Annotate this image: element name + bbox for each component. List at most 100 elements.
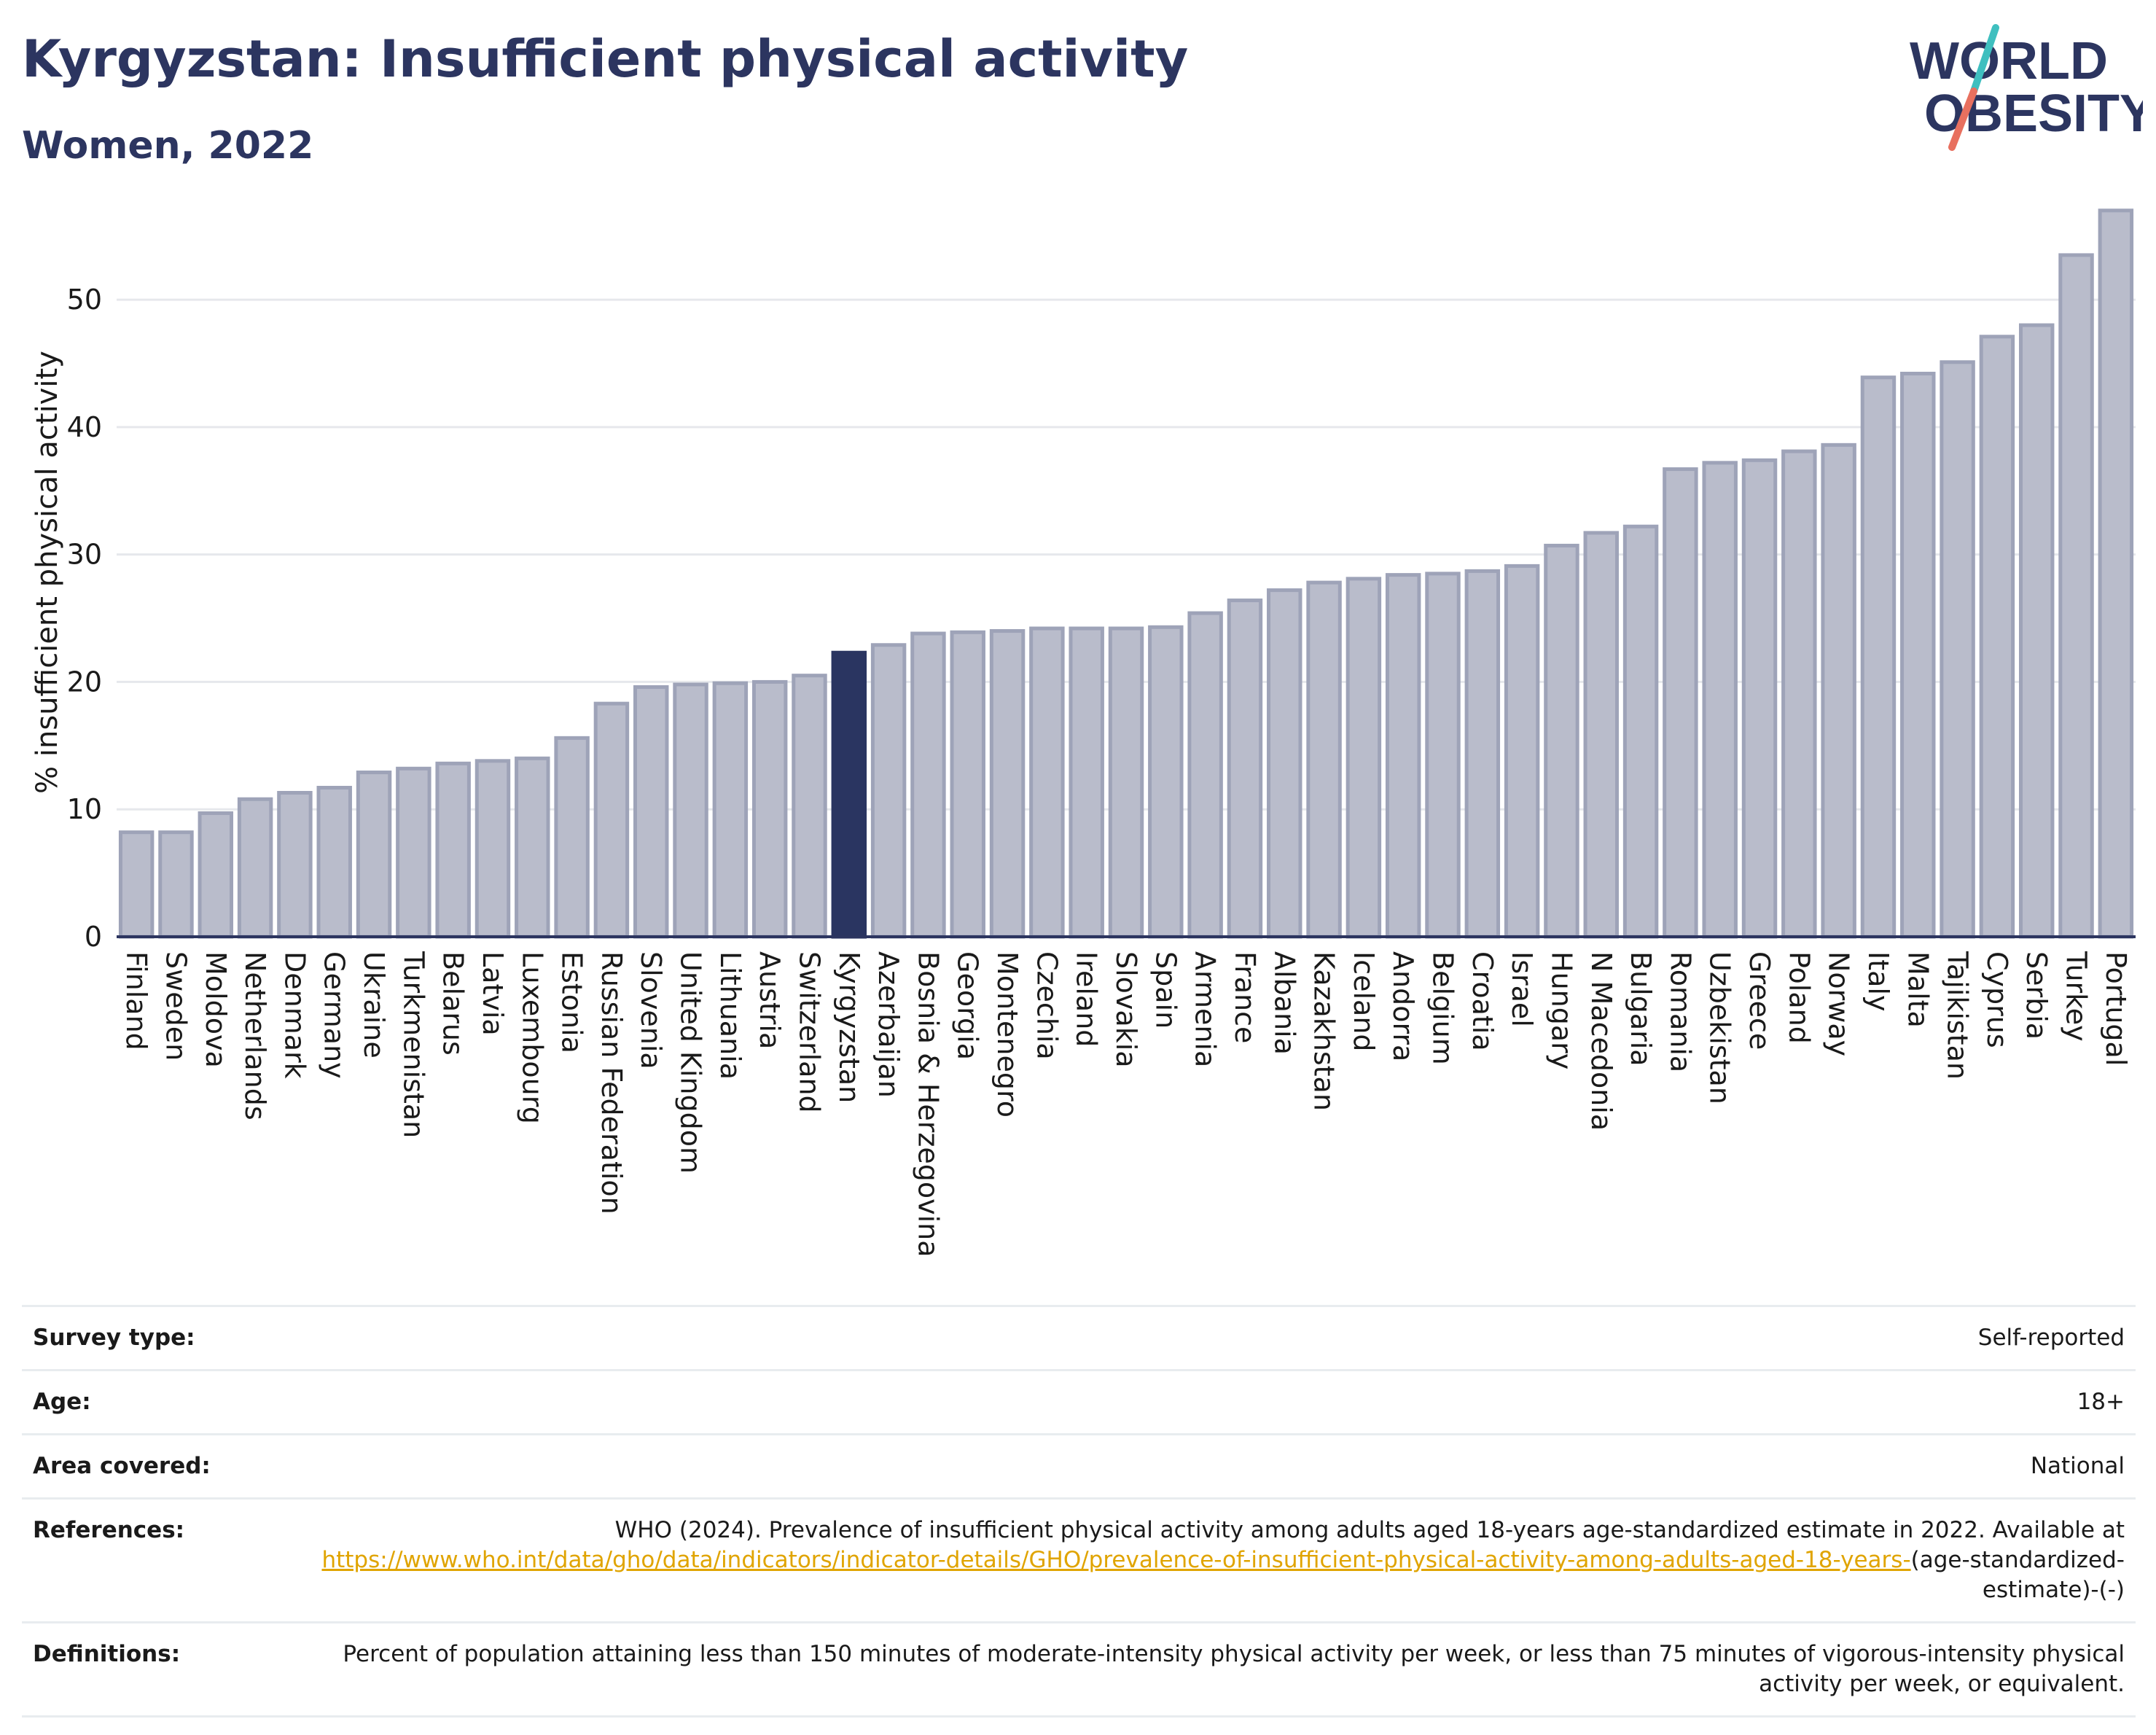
bar	[515, 756, 550, 939]
bar	[554, 736, 590, 939]
bar	[673, 682, 708, 939]
x-tick-label: Malta	[1902, 951, 1934, 1028]
bar	[593, 701, 630, 939]
bar	[237, 797, 273, 939]
x-tick-label: Hungary	[1545, 951, 1577, 1069]
x-tick-label: Belgium	[1427, 951, 1459, 1065]
x-tick-label: Denmark	[278, 951, 310, 1079]
x-tick-label: Luxembourg	[516, 951, 548, 1124]
meta-label: Definitions:	[33, 1641, 181, 1667]
x-tick-label: Latvia	[477, 951, 509, 1036]
bar	[1029, 626, 1065, 939]
bar-chart: 0 10 20 30 40 50 Finland Sweden Moldova Netherlan…	[31, 208, 2136, 1258]
bar	[1069, 626, 1104, 939]
bar	[831, 650, 867, 939]
meta-row-survey-type: Survey type: Self-reported	[22, 1305, 2136, 1369]
meta-row-definitions: Definitions: Percent of population attai…	[22, 1621, 2136, 1718]
y-tick-label: 10	[67, 793, 102, 825]
x-tick-label: Georgia	[952, 951, 984, 1060]
bar	[1425, 572, 1461, 939]
bars	[118, 208, 2134, 939]
x-tick-label: Germany	[319, 951, 351, 1079]
x-tick-label: Austria	[754, 951, 786, 1049]
bar	[1781, 449, 1817, 939]
x-tick-label: Poland	[1783, 951, 1815, 1044]
x-tick-label: Romania	[1664, 951, 1696, 1072]
bar	[1187, 611, 1223, 939]
x-tick-label: Finland	[120, 951, 152, 1050]
bar	[2018, 323, 2055, 939]
bar	[1622, 524, 1659, 939]
y-tick-label: 40	[67, 411, 102, 443]
x-tick-label: Estonia	[556, 951, 588, 1053]
x-tick-label: Bosnia & Herzegovina	[912, 951, 944, 1258]
x-tick-label: Serbia	[2020, 951, 2053, 1040]
bar	[435, 761, 471, 939]
references-value: WHO (2024). Prevalence of insufficient p…	[302, 1516, 2125, 1605]
x-tick-label: Greece	[1743, 951, 1776, 1050]
bar	[989, 629, 1026, 939]
x-tick-label: Ireland	[1071, 951, 1103, 1047]
x-tick-label: Andorra	[1387, 951, 1419, 1061]
axes: 0 10 20 30 40 50 Finland Sweden Moldova Netherlan…	[67, 284, 2136, 1258]
x-tick-label: Slovakia	[1110, 951, 1142, 1068]
x-tick-label: Kazakhstan	[1308, 951, 1340, 1111]
y-axis-label: % insufficient physical activity	[31, 351, 64, 794]
bar	[316, 786, 352, 939]
bar	[1741, 458, 1778, 939]
bar	[1464, 569, 1501, 939]
meta-label: References:	[33, 1517, 185, 1543]
references-link[interactable]: https://www.who.int/data/gho/data/indica…	[321, 1547, 1911, 1573]
metadata-table: Survey type: Self-reported Age: 18+ Area…	[22, 1305, 2136, 1718]
x-tick-label: Russian Federation	[595, 951, 628, 1214]
x-tick-label: Croatia	[1466, 951, 1499, 1051]
bar	[1702, 461, 1738, 939]
x-tick-label: Uzbekistan	[1704, 951, 1736, 1104]
bar	[396, 766, 431, 939]
x-tick-label: Montenegro	[991, 951, 1023, 1118]
meta-label: Age:	[33, 1389, 91, 1415]
bar	[158, 830, 194, 939]
y-tick-label: 20	[67, 666, 102, 698]
x-tick-label: Sweden	[160, 951, 192, 1061]
references-text: WHO (2024). Prevalence of insufficient p…	[614, 1517, 2125, 1543]
x-tick-label: Czechia	[1031, 951, 1063, 1060]
meta-row-area-covered: Area covered: National	[22, 1433, 2136, 1497]
references-suffix: (age-standardized-estimate)-(-)	[1910, 1547, 2125, 1603]
meta-value: Percent of population attaining less tha…	[343, 1641, 2125, 1697]
x-tick-label: Azerbaijan	[872, 951, 905, 1098]
x-tick-label: Turkmenistan	[397, 951, 429, 1138]
bar	[1345, 577, 1382, 939]
bar	[1940, 360, 1975, 939]
x-tick-label: Slovenia	[635, 951, 667, 1069]
y-tick-label: 50	[67, 284, 102, 316]
logo-slash-teal	[1970, 24, 1999, 95]
bar	[910, 631, 946, 939]
x-tick-label: Norway	[1823, 951, 1855, 1056]
x-tick-label: Tajikistan	[1942, 951, 1974, 1080]
x-tick-label: Albania	[1268, 951, 1300, 1055]
bar	[1306, 580, 1342, 939]
x-tick-label: United Kingdom	[675, 951, 707, 1174]
bar	[950, 630, 985, 939]
bar	[356, 771, 392, 939]
bar	[1148, 625, 1184, 939]
x-tick-label: Italy	[1862, 951, 1894, 1011]
bar	[118, 830, 155, 939]
bar	[633, 685, 669, 939]
meta-value: 18+	[2077, 1389, 2125, 1415]
bar	[1663, 467, 1698, 939]
x-tick-label: Spain	[1149, 951, 1181, 1029]
meta-row-references: References: WHO (2024). Prevalence of in…	[22, 1497, 2136, 1621]
bar	[1108, 626, 1144, 939]
bar	[198, 811, 234, 939]
x-tick-label: Armenia	[1190, 951, 1222, 1067]
bar	[474, 759, 511, 939]
page-title: Kyrgyzstan: Insufficient physical activi…	[22, 29, 1189, 89]
y-tick-label: 0	[85, 921, 102, 953]
world-obesity-logo: WORLD OBESITY	[1910, 24, 2143, 151]
meta-value: Self-reported	[1977, 1325, 2125, 1351]
bar	[2098, 208, 2134, 939]
bar	[1504, 564, 1540, 939]
x-tick-label: Netherlands	[239, 951, 271, 1120]
